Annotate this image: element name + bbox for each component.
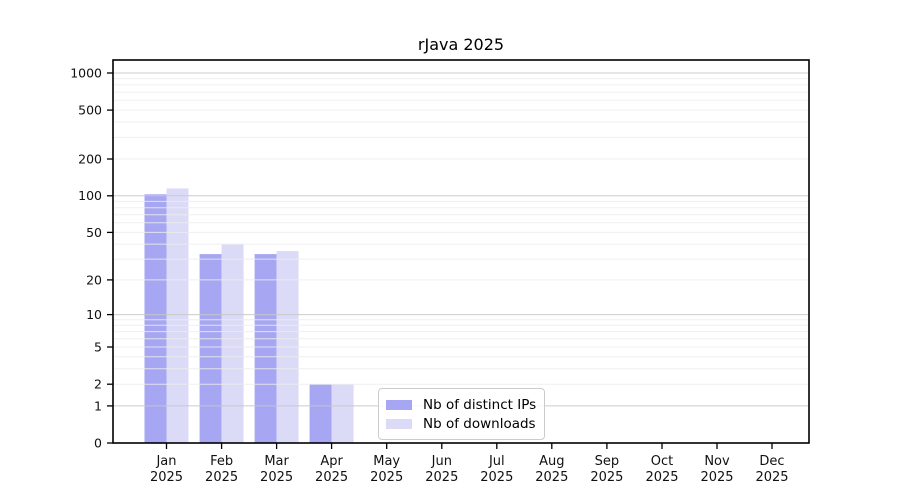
bar-apr-series0 [309, 384, 332, 443]
y-axis-tick-label: 2 [94, 377, 102, 392]
x-axis-tick-label-month: Oct [651, 454, 673, 469]
x-axis-tick-label-year: 2025 [755, 470, 788, 485]
bar-feb-series0 [199, 254, 222, 443]
x-axis-tick-label-year: 2025 [700, 470, 733, 485]
legend-item-distinct-ips: Nb of distinct IPs [386, 395, 544, 414]
x-axis-tick-label-month: Aug [539, 454, 564, 469]
legend-label-distinct-ips: Nb of distinct IPs [423, 396, 537, 413]
x-axis-tick-label-year: 2025 [645, 470, 678, 485]
bar-mar-series0 [254, 254, 277, 443]
y-axis-tick-label: 5 [94, 339, 102, 354]
x-axis-tick-label-year: 2025 [260, 470, 293, 485]
x-axis-tick-label-month: Mar [264, 454, 289, 469]
x-axis-tick-label-year: 2025 [480, 470, 513, 485]
x-axis-tick-label-year: 2025 [590, 470, 623, 485]
legend-swatch-distinct-ips [386, 399, 412, 410]
legend-item-downloads: Nb of downloads [386, 414, 544, 433]
bar-jan-series0 [144, 194, 167, 443]
bar-apr-series1 [331, 384, 354, 443]
x-axis-tick-label-month: Nov [704, 454, 730, 469]
y-axis-tick-label: 20 [86, 272, 102, 287]
plot-frame [112, 59, 810, 444]
y-axis-tick-label: 200 [78, 151, 102, 166]
x-axis-tick-label-month: Jun [431, 454, 452, 469]
x-axis-tick-label-month: Sep [595, 454, 620, 469]
y-axis-tick-label: 10 [86, 307, 102, 322]
legend: Nb of distinct IPs Nb of downloads [378, 388, 545, 440]
x-axis-tick-label-year: 2025 [535, 470, 568, 485]
bar-feb-series1 [221, 244, 244, 443]
y-axis-tick-label: 50 [86, 225, 102, 240]
x-axis-tick-label-month: Apr [320, 454, 343, 469]
y-axis-tick-label: 0 [94, 435, 102, 450]
chart-title: rJava 2025 [417, 35, 505, 54]
y-axis-tick-label: 500 [78, 103, 102, 118]
x-axis-tick-label-year: 2025 [425, 470, 458, 485]
bar-jan-series1 [166, 188, 189, 443]
x-axis-tick-label-month: Jul [488, 454, 505, 469]
legend-label-downloads: Nb of downloads [423, 415, 536, 432]
x-axis-tick-label-year: 2025 [205, 470, 238, 485]
x-axis-tick-label-month: May [373, 454, 400, 469]
x-axis-tick-label-month: Dec [759, 454, 784, 469]
x-axis-tick-label-month: Feb [210, 454, 233, 469]
x-axis-tick-label-month: Jan [155, 454, 176, 469]
x-axis-tick-label-year: 2025 [370, 470, 403, 485]
legend-swatch-downloads [386, 418, 412, 429]
y-axis-tick-label: 100 [78, 188, 102, 203]
y-axis-tick-label: 1000 [70, 65, 102, 80]
x-axis-tick-label-year: 2025 [315, 470, 348, 485]
y-axis-tick-label: 1 [94, 398, 102, 413]
x-axis-tick-label-year: 2025 [150, 470, 183, 485]
